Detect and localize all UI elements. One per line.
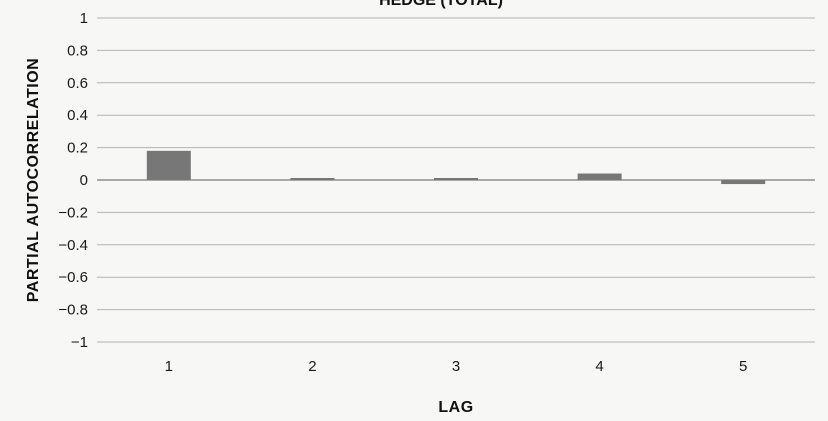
bar-lag-1 xyxy=(146,150,191,180)
x-tick-label: 3 xyxy=(452,358,460,375)
chart-title: HEDGE (TOTAL) xyxy=(379,0,503,9)
y-tick-label: −0.2 xyxy=(58,204,88,221)
y-tick-label: −0.8 xyxy=(58,302,88,319)
bar-lag-2 xyxy=(290,178,335,180)
y-tick-label: 0.2 xyxy=(67,140,88,157)
bar-lag-5 xyxy=(721,180,766,185)
bar-lag-4 xyxy=(577,173,622,180)
y-tick-label: 1 xyxy=(80,10,88,27)
y-tick-label: 0.6 xyxy=(67,75,88,92)
y-tick-label: 0.4 xyxy=(67,107,88,124)
y-axis-title: PARTIAL AUTOCORRELATION xyxy=(25,58,42,302)
y-tick-label: −1 xyxy=(71,334,88,351)
y-tick-label: 0 xyxy=(80,172,88,189)
y-tick-label: 0.8 xyxy=(67,42,88,59)
y-tick-label: −0.4 xyxy=(58,237,88,254)
x-tick-label: 2 xyxy=(308,358,316,375)
bar-lag-3 xyxy=(434,178,478,180)
x-tick-label: 4 xyxy=(595,358,603,375)
y-tick-label: −0.6 xyxy=(58,269,88,286)
x-axis-title: LAG xyxy=(438,399,473,416)
x-tick-labels: 1 2 3 4 5 xyxy=(165,358,748,375)
x-tick-label: 5 xyxy=(739,358,747,375)
x-tick-label: 1 xyxy=(165,358,173,375)
bars xyxy=(146,150,766,185)
y-tick-labels: 1 0.8 0.6 0.4 0.2 0 −0.2 −0.4 −0.6 −0.8 −1 xyxy=(58,10,88,351)
